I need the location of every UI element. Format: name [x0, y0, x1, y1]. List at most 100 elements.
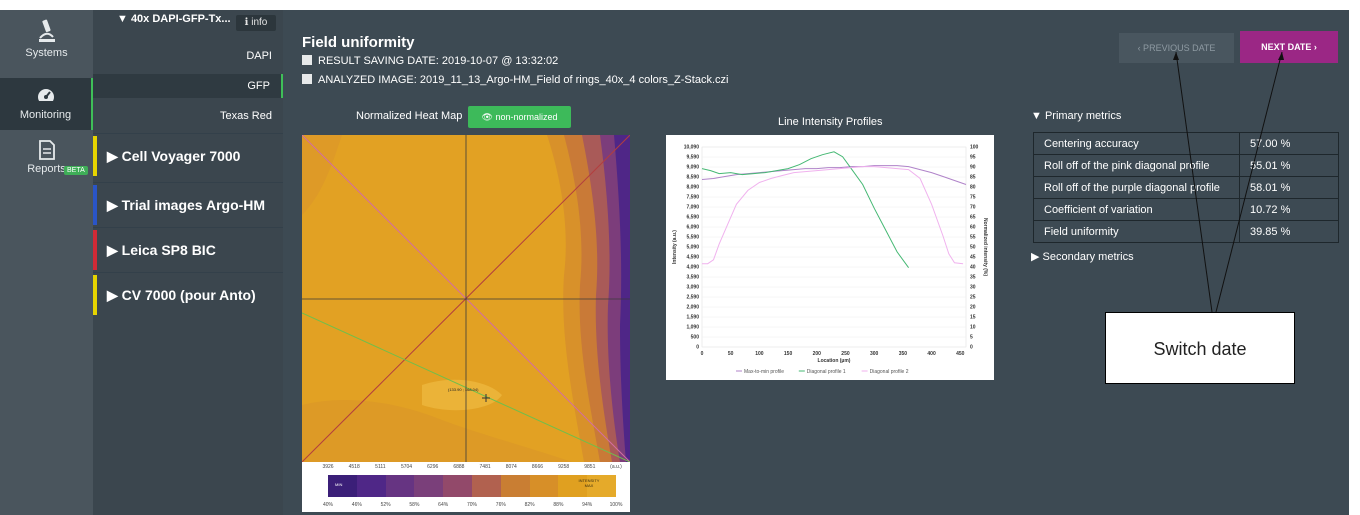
legend-percent: 94%: [582, 502, 593, 508]
y-tick-label: 5,590: [686, 235, 699, 241]
y-right-tick-label: 0: [970, 345, 973, 351]
result-saving-date-text: RESULT SAVING DATE: 2019-10-07 @ 13:32:0…: [318, 55, 559, 67]
legend-swatch: [500, 475, 530, 497]
y-right-axis-label: Normalized intensity (%): [982, 218, 988, 276]
y-tick-label: 1,590: [686, 315, 699, 321]
legend-values: 3926 4518 5111 5704 6296 6888 7481 8074 8666 9258…: [302, 462, 630, 474]
y-right-tick-label: 45: [970, 255, 976, 261]
legend-percent: 76%: [495, 502, 506, 508]
x-tick-label: 200: [813, 351, 822, 357]
legend-value: 6888: [453, 464, 465, 470]
y-tick-label: 0: [696, 345, 699, 351]
y-tick-label: 7,590: [686, 195, 699, 201]
metric-name: Roll off of the purple diagonal profile: [1033, 176, 1240, 199]
y-right-tick-label: 90: [970, 165, 976, 171]
legend-percent: 100%: [609, 502, 623, 508]
metric-name: Centering accuracy: [1033, 132, 1240, 155]
legend-percent: 88%: [553, 502, 564, 508]
non-normalized-toggle[interactable]: 👁 non-normalized: [468, 106, 571, 128]
y-tick-label: 6,590: [686, 215, 699, 221]
beta-badge: BETA: [64, 166, 88, 175]
nav-monitoring[interactable]: Monitoring: [0, 78, 93, 130]
x-tick-label: 300: [870, 351, 879, 357]
y-tick-label: 4,590: [686, 255, 699, 261]
next-date-button[interactable]: NEXT DATE ›: [1240, 31, 1338, 63]
system-color-bar: [93, 185, 97, 225]
legend-swatch: [587, 475, 616, 497]
system-color-bar: [93, 230, 97, 270]
y-tick-label: 9,590: [686, 155, 699, 161]
document-icon: [38, 140, 55, 160]
y-right-tick-label: 10: [970, 325, 976, 331]
system-item-trial-images[interactable]: ▶ Trial images Argo-HM: [93, 182, 283, 226]
y-tick-label: 8,090: [686, 185, 699, 191]
legend-percents: 40% 46% 52% 58% 64% 70% 76% 82% 88% 94% 100%: [302, 500, 630, 510]
nav-reports[interactable]: Reports BETA: [0, 140, 93, 200]
metric-row: Roll off of the purple diagonal profile 5…: [1033, 176, 1339, 199]
legend-percent: 64%: [438, 502, 449, 508]
legend-entry-1: Max-to-min profile: [744, 369, 784, 375]
line-profiles-title: Line Intensity Profiles: [778, 116, 883, 128]
nav-systems-label: Systems: [25, 47, 68, 59]
legend-percent: 46%: [351, 502, 362, 508]
y-tick-label: 3,090: [686, 285, 699, 291]
analyzed-image-text: ANALYZED IMAGE: 2019_11_13_Argo-HM_Field…: [318, 74, 729, 86]
nav-reports-label: Reports: [27, 163, 66, 175]
legend-value: 9258: [558, 464, 570, 470]
x-tick-label: 450: [956, 351, 965, 357]
y-right-tick-label: 30: [970, 285, 976, 291]
y-axis-label: Intensity (a.u.): [672, 230, 678, 264]
y-right-tick-label: 40: [970, 265, 976, 271]
y-right-tick-label: 5: [970, 335, 973, 341]
system-item-label: ▶ Leica SP8 BIC: [107, 242, 216, 258]
legend-min: MIN: [335, 482, 343, 487]
y-right-tick-label: 75: [970, 195, 976, 201]
primary-metrics-table: Centering accuracy 57.00 % Roll off of the…: [1033, 132, 1339, 243]
channel-dapi[interactable]: DAPI: [246, 50, 272, 62]
result-saving-date: RESULT SAVING DATE: 2019-10-07 @ 13:32:0…: [302, 55, 558, 67]
x-tick-label: 400: [927, 351, 936, 357]
y-right-tick-label: 55: [970, 235, 976, 241]
metric-row: Coefficient of variation 10.72 %: [1033, 198, 1339, 221]
legend-value: 9851: [584, 464, 596, 470]
channel-texas-red[interactable]: Texas Red: [220, 110, 272, 122]
previous-date-button[interactable]: ‹ PREVIOUS DATE: [1119, 33, 1234, 63]
app-window: Systems Monitoring Reports BETA ▼ 40x DA…: [0, 10, 1349, 515]
y-tick-label: 5,090: [686, 245, 699, 251]
system-item-cv7000[interactable]: ▶ CV 7000 (pour Anto): [93, 272, 283, 316]
legend-swatch: [385, 475, 415, 497]
switch-date-annotation: Switch date: [1105, 312, 1295, 384]
channel-gfp[interactable]: GFP: [93, 74, 283, 98]
legend-entry-3: Diagonal profile 2: [870, 369, 909, 375]
selected-system-label: ▼ 40x DAPI-GFP-Tx...: [117, 13, 231, 25]
metric-name: Coefficient of variation: [1033, 198, 1240, 221]
y-right-tick-label: 100: [970, 145, 979, 151]
info-button[interactable]: ℹ info: [236, 15, 276, 31]
metric-row: Field uniformity 39.85 %: [1033, 220, 1339, 243]
y-right-tick-label: 15: [970, 315, 976, 321]
system-item-cell-voyager[interactable]: ▶ Cell Voyager 7000: [93, 133, 283, 177]
legend-value: 7481: [479, 464, 491, 470]
system-color-bar: [93, 275, 97, 315]
nav-systems[interactable]: Systems: [0, 18, 93, 78]
primary-metrics-toggle[interactable]: ▼ Primary metrics: [1031, 110, 1122, 122]
selected-system[interactable]: ▼ 40x DAPI-GFP-Tx...: [93, 10, 283, 30]
heatmap-label: Normalized Heat Map: [356, 110, 463, 122]
y-tick-label: 2,590: [686, 295, 699, 301]
left-nav: Systems Monitoring Reports BETA: [0, 10, 93, 515]
y-tick-label: 3,590: [686, 275, 699, 281]
heat-map: (133.90 ; 168.04): [302, 135, 630, 462]
legend-percent: 52%: [380, 502, 391, 508]
legend-value: (a.u.): [610, 464, 622, 470]
secondary-metrics-toggle[interactable]: ▶ Secondary metrics: [1031, 251, 1134, 263]
system-item-leica[interactable]: ▶ Leica SP8 BIC: [93, 227, 283, 271]
file-icon: [302, 74, 312, 84]
y-tick-label: 6,090: [686, 225, 699, 231]
legend-swatch: [558, 475, 588, 497]
calendar-icon: [302, 55, 312, 65]
metric-value: 10.72 %: [1239, 198, 1339, 221]
y-right-tick-label: 35: [970, 275, 976, 281]
legend-value: 8666: [531, 464, 544, 470]
metric-name: Roll off of the pink diagonal profile: [1033, 154, 1240, 177]
legend-value: 6296: [427, 464, 439, 470]
